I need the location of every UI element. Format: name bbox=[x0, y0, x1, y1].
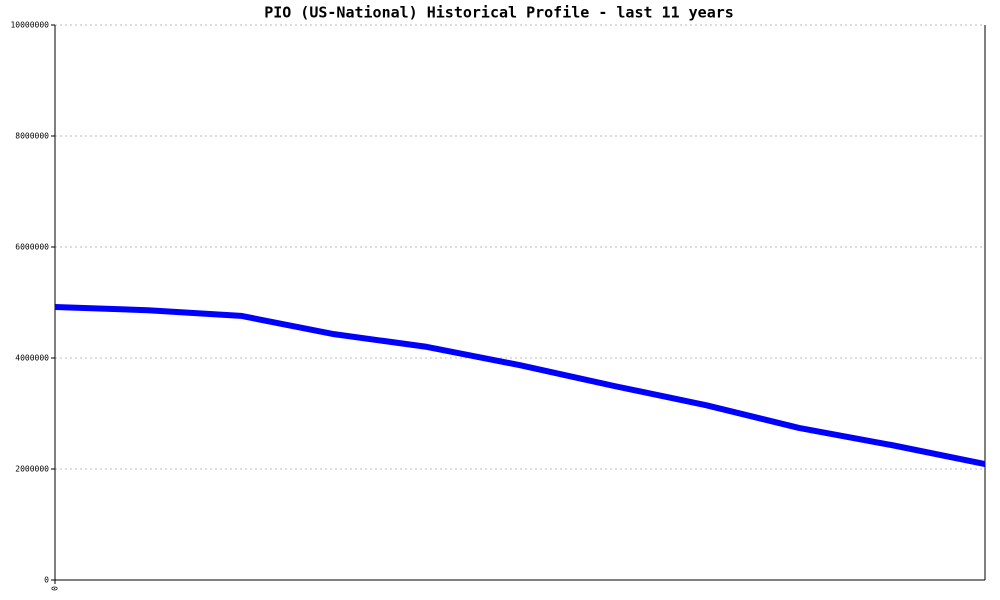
y-tick-label: 4000000 bbox=[15, 354, 49, 363]
line bbox=[54, 303, 986, 467]
y-tick-label: 6000000 bbox=[15, 243, 49, 252]
y-tick-label: 10000000 bbox=[10, 21, 49, 30]
y-tick-label: 8000000 bbox=[15, 132, 49, 141]
x-tick-label: 0 bbox=[51, 586, 60, 591]
y-tick-label: 2000000 bbox=[15, 465, 49, 474]
y-tick-label: 0 bbox=[44, 576, 49, 585]
chart-title: PIO (US-National) Historical Profile - l… bbox=[264, 4, 734, 22]
